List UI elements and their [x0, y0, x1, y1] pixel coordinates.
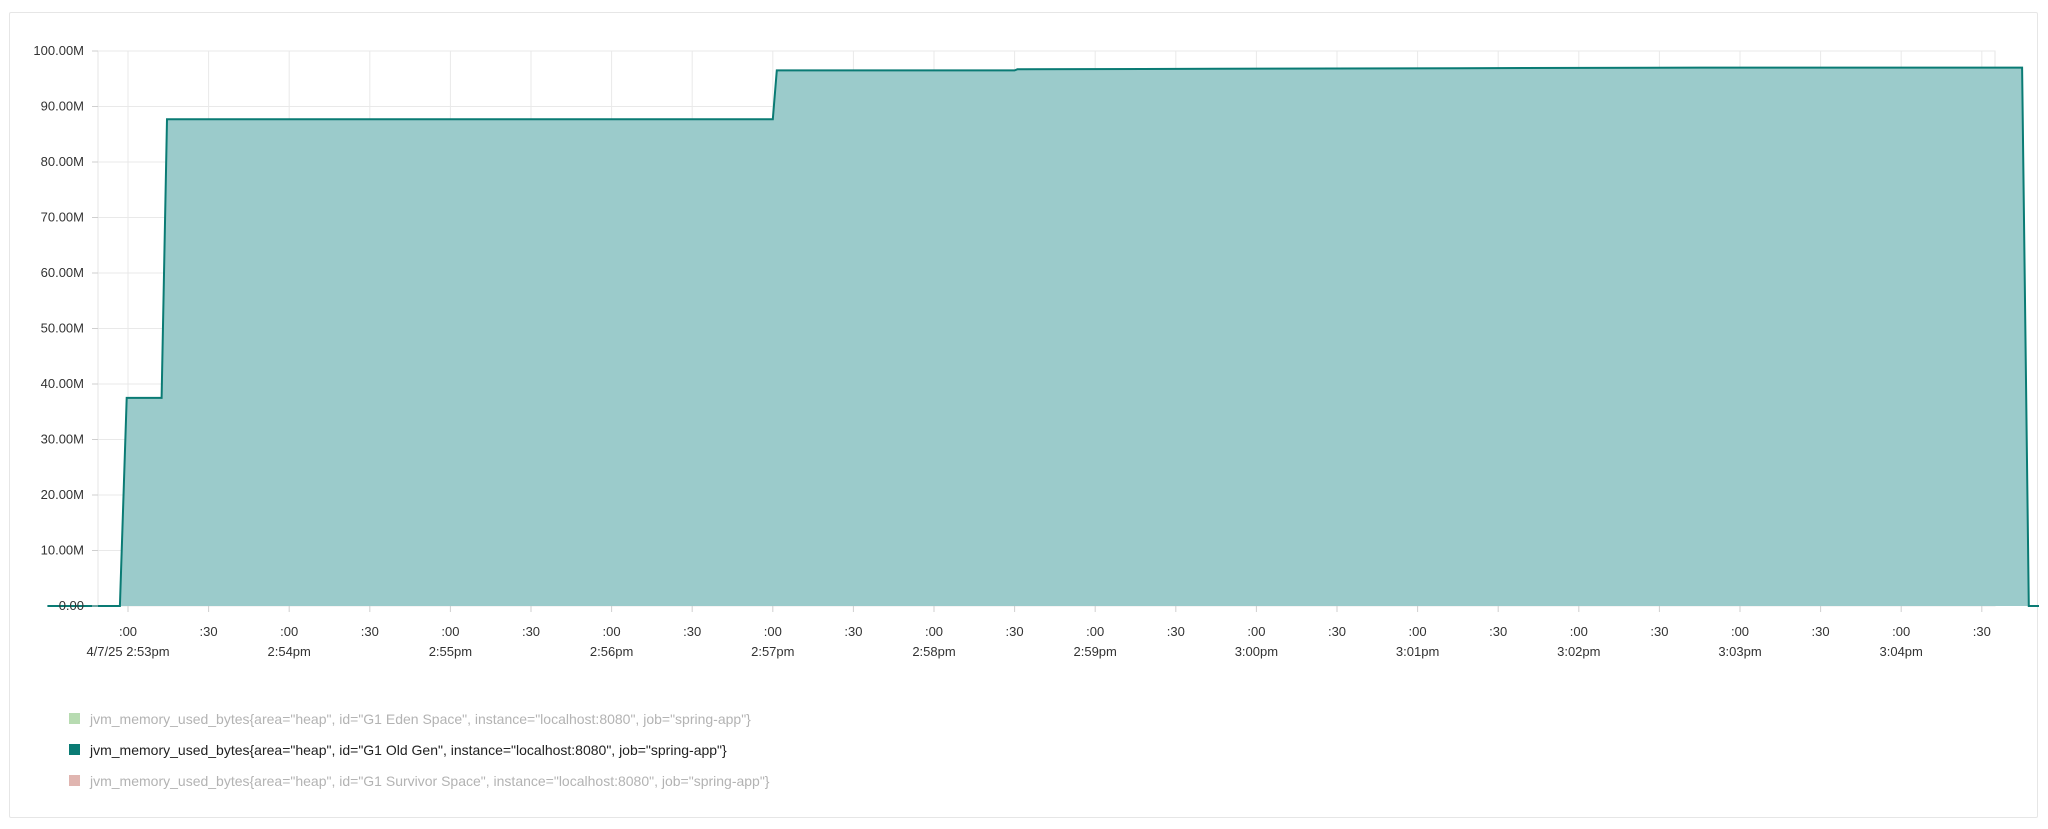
- y-tick-label: 100.00M: [33, 43, 84, 58]
- x-tick-label: 3:03pm: [1718, 644, 1761, 659]
- x-tick-label: 3:02pm: [1557, 644, 1600, 659]
- legend-label: jvm_memory_used_bytes{area="heap", id="G…: [90, 772, 770, 789]
- x-tick-sublabel: :30: [522, 624, 540, 639]
- x-tick-sublabel: :00: [603, 624, 621, 639]
- legend-swatch: [69, 744, 80, 755]
- y-tick-label: 30.00M: [41, 432, 84, 447]
- x-tick-label: 4/7/25 2:53pm: [86, 644, 169, 659]
- x-tick-sublabel: :00: [280, 624, 298, 639]
- y-tick-label: 90.00M: [41, 99, 84, 114]
- x-tick-sublabel: :30: [1650, 624, 1668, 639]
- x-tick-sublabel: :00: [441, 624, 459, 639]
- y-tick-label: 80.00M: [41, 154, 84, 169]
- y-tick-label: 60.00M: [41, 265, 84, 280]
- x-tick-sublabel: :30: [1489, 624, 1507, 639]
- x-tick-sublabel: :00: [1086, 624, 1104, 639]
- legend-label: jvm_memory_used_bytes{area="heap", id="G…: [90, 741, 727, 758]
- x-tick-sublabel: :00: [1731, 624, 1749, 639]
- x-tick-sublabel: :00: [1570, 624, 1588, 639]
- x-tick-label: 2:55pm: [429, 644, 472, 659]
- x-tick-sublabel: :00: [925, 624, 943, 639]
- x-tick-label: 2:58pm: [912, 644, 955, 659]
- x-tick-sublabel: :30: [1167, 624, 1185, 639]
- series-line-old-gen[interactable]: [47, 66, 2039, 607]
- x-tick-label: 2:59pm: [1074, 644, 1117, 659]
- x-tick-label: 2:56pm: [590, 644, 633, 659]
- x-tick-label: 3:04pm: [1880, 644, 1923, 659]
- x-tick-sublabel: :30: [683, 624, 701, 639]
- x-tick-sublabel: :00: [1892, 624, 1910, 639]
- x-tick-sublabel: :00: [1247, 624, 1265, 639]
- y-tick-label: 70.00M: [41, 210, 84, 225]
- x-tick-label: 3:01pm: [1396, 644, 1439, 659]
- legend-swatch: [69, 775, 80, 786]
- x-tick-sublabel: :30: [1006, 624, 1024, 639]
- x-tick-sublabel: :00: [1409, 624, 1427, 639]
- series-layer[interactable]: [47, 66, 2039, 607]
- x-tick-sublabel: :30: [361, 624, 379, 639]
- legend-item-eden-space[interactable]: jvm_memory_used_bytes{area="heap", id="G…: [69, 703, 770, 734]
- y-tick-label: 0.00: [59, 598, 84, 613]
- legend-label: jvm_memory_used_bytes{area="heap", id="G…: [90, 710, 751, 727]
- y-tick-label: 50.00M: [41, 321, 84, 336]
- x-tick-sublabel: :30: [1973, 624, 1991, 639]
- x-tick-sublabel: :00: [764, 624, 782, 639]
- x-tick-sublabel: :30: [844, 624, 862, 639]
- legend-item-survivor-space[interactable]: jvm_memory_used_bytes{area="heap", id="G…: [69, 765, 770, 796]
- legend: jvm_memory_used_bytes{area="heap", id="G…: [69, 703, 770, 796]
- x-tick-label: 2:54pm: [268, 644, 311, 659]
- x-tick-sublabel: :30: [1812, 624, 1830, 639]
- y-tick-label: 40.00M: [41, 376, 84, 391]
- chart: 0.00 10.00M 20.00M 30.00M 40.00M 50.00M 60.00M…: [33, 43, 2039, 659]
- graph-panel: 0.00 10.00M 20.00M 30.00M 40.00M 50.00M 60.00M…: [9, 12, 2039, 818]
- x-tick-label: 2:57pm: [751, 644, 794, 659]
- series-area-old-gen[interactable]: [47, 67, 2039, 606]
- y-tick-label: 10.00M: [41, 543, 84, 558]
- axes: 0.00 10.00M 20.00M 30.00M 40.00M 50.00M 60.00M…: [33, 43, 1990, 659]
- x-tick-sublabel: :30: [200, 624, 218, 639]
- y-tick-label: 20.00M: [41, 487, 84, 502]
- x-tick-sublabel: :30: [1328, 624, 1346, 639]
- x-tick-label: 3:00pm: [1235, 644, 1278, 659]
- legend-swatch: [69, 713, 80, 724]
- x-tick-sublabel: :00: [119, 624, 137, 639]
- legend-item-old-gen[interactable]: jvm_memory_used_bytes{area="heap", id="G…: [69, 734, 770, 765]
